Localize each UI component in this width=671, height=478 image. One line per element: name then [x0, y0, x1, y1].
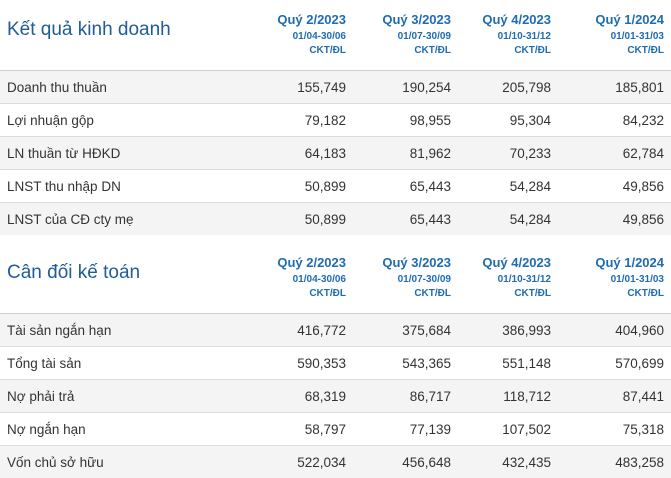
row-value: 68,319: [233, 380, 353, 413]
period-dates: 01/04-30/06: [233, 273, 346, 288]
row-value: 185,801: [558, 71, 671, 104]
row-label: Tài sản ngắn hạn: [0, 314, 233, 347]
period-dates: 01/10-31/12: [458, 273, 551, 288]
row-value: 84,232: [558, 104, 671, 137]
period-status: CKT/ĐL: [353, 287, 451, 302]
period-status: CKT/ĐL: [558, 287, 664, 302]
row-label: Vốn chủ sở hữu: [0, 446, 233, 478]
period-quarter[interactable]: Quý 2/2023: [233, 11, 346, 30]
row-label: Lợi nhuận gộp: [0, 104, 233, 137]
row-value: 50,899: [233, 170, 353, 203]
period-dates: 01/01-31/03: [558, 30, 664, 45]
row-value: 86,717: [353, 380, 458, 413]
row-value: 75,318: [558, 413, 671, 446]
row-value: 404,960: [558, 314, 671, 347]
row-label: LN thuần từ HĐKD: [0, 137, 233, 170]
period-quarter[interactable]: Quý 4/2023: [458, 254, 551, 273]
business-results-title[interactable]: Kết quả kinh doanh: [0, 0, 233, 71]
spacer-cell: [0, 235, 671, 243]
row-value: 190,254: [353, 71, 458, 104]
period-dates: 01/07-30/09: [353, 30, 451, 45]
period-quarter[interactable]: Quý 3/2023: [353, 11, 451, 30]
row-label: Nợ phải trả: [0, 380, 233, 413]
row-value: 65,443: [353, 170, 458, 203]
period-status: CKT/ĐL: [233, 44, 346, 59]
row-value: 107,502: [458, 413, 558, 446]
row-value: 205,798: [458, 71, 558, 104]
row-value: 155,749: [233, 71, 353, 104]
row-value: 483,258: [558, 446, 671, 478]
row-value: 551,148: [458, 347, 558, 380]
period-status: CKT/ĐL: [458, 287, 551, 302]
row-label: Nợ ngắn hạn: [0, 413, 233, 446]
row-label: LNST của CĐ cty mẹ: [0, 203, 233, 236]
row-value: 570,699: [558, 347, 671, 380]
period-dates: 01/04-30/06: [233, 30, 346, 45]
row-value: 58,797: [233, 413, 353, 446]
row-value: 62,784: [558, 137, 671, 170]
row-label: Doanh thu thuần: [0, 71, 233, 104]
row-value: 416,772: [233, 314, 353, 347]
row-value: 522,034: [233, 446, 353, 478]
row-value: 386,993: [458, 314, 558, 347]
row-value: 49,856: [558, 170, 671, 203]
row-value: 70,233: [458, 137, 558, 170]
row-value: 77,139: [353, 413, 458, 446]
row-value: 543,365: [353, 347, 458, 380]
period-status: CKT/ĐL: [353, 44, 451, 59]
row-value: 118,712: [458, 380, 558, 413]
period-status: CKT/ĐL: [558, 44, 664, 59]
row-value: 64,183: [233, 137, 353, 170]
row-value: 432,435: [458, 446, 558, 478]
period-dates: 01/07-30/09: [353, 273, 451, 288]
period-status: CKT/ĐL: [458, 44, 551, 59]
row-value: 54,284: [458, 203, 558, 236]
period-quarter[interactable]: Quý 1/2024: [558, 254, 664, 273]
row-value: 98,955: [353, 104, 458, 137]
row-value: 79,182: [233, 104, 353, 137]
period-quarter[interactable]: Quý 3/2023: [353, 254, 451, 273]
row-label: Tổng tài sản: [0, 347, 233, 380]
period-quarter[interactable]: Quý 2/2023: [233, 254, 346, 273]
section-spacer: [0, 235, 671, 243]
period-dates: 01/01-31/03: [558, 273, 664, 288]
balance-sheet-title[interactable]: Cân đối kế toán: [0, 243, 233, 314]
row-value: 95,304: [458, 104, 558, 137]
row-value: 54,284: [458, 170, 558, 203]
period-quarter[interactable]: Quý 4/2023: [458, 11, 551, 30]
row-value: 590,353: [233, 347, 353, 380]
row-value: 81,962: [353, 137, 458, 170]
row-value: 49,856: [558, 203, 671, 236]
row-value: 456,648: [353, 446, 458, 478]
period-dates: 01/10-31/12: [458, 30, 551, 45]
period-quarter[interactable]: Quý 1/2024: [558, 11, 664, 30]
row-value: 87,441: [558, 380, 671, 413]
row-value: 50,899: [233, 203, 353, 236]
period-status: CKT/ĐL: [233, 287, 346, 302]
row-value: 65,443: [353, 203, 458, 236]
row-label: LNST thu nhập DN: [0, 170, 233, 203]
row-value: 375,684: [353, 314, 458, 347]
